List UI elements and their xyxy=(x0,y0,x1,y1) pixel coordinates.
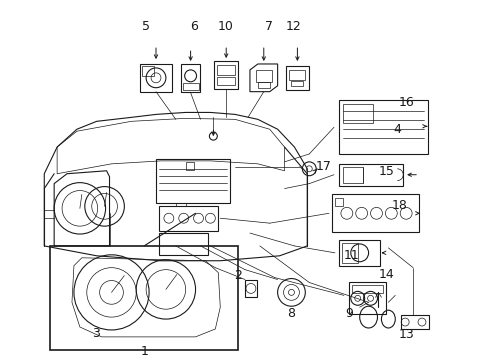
Bar xyxy=(185,162,193,170)
Bar xyxy=(214,61,238,89)
Bar xyxy=(156,159,230,203)
Bar xyxy=(244,279,256,297)
Text: 16: 16 xyxy=(397,96,413,109)
Bar xyxy=(217,65,235,75)
Bar xyxy=(159,206,218,231)
Bar xyxy=(400,315,428,329)
Bar xyxy=(341,243,357,263)
Text: 9: 9 xyxy=(344,307,352,320)
Bar xyxy=(338,100,427,154)
Text: 8: 8 xyxy=(287,307,295,320)
Text: 14: 14 xyxy=(378,268,393,281)
Text: 18: 18 xyxy=(390,199,407,212)
Text: 5: 5 xyxy=(142,20,150,33)
Bar xyxy=(348,283,386,314)
Text: 11: 11 xyxy=(343,249,359,262)
Text: 10: 10 xyxy=(217,20,233,33)
Bar xyxy=(140,64,171,92)
Bar xyxy=(338,164,403,186)
Text: 13: 13 xyxy=(397,328,413,341)
Text: 17: 17 xyxy=(315,160,330,173)
Text: 2: 2 xyxy=(234,269,242,282)
Bar xyxy=(351,285,383,293)
Bar xyxy=(142,66,154,76)
Bar xyxy=(334,198,342,206)
Bar xyxy=(291,81,303,86)
Bar xyxy=(159,233,208,255)
Bar xyxy=(183,83,198,90)
Bar xyxy=(342,104,372,123)
Text: 15: 15 xyxy=(378,165,393,178)
Text: 1: 1 xyxy=(140,345,148,358)
Bar xyxy=(257,82,269,88)
Text: 4: 4 xyxy=(392,123,400,136)
Bar xyxy=(331,194,418,232)
Bar xyxy=(217,77,235,85)
Text: 12: 12 xyxy=(285,20,301,33)
Bar xyxy=(50,246,238,350)
Bar xyxy=(342,167,362,183)
Bar xyxy=(285,66,308,90)
Text: 3: 3 xyxy=(92,327,100,341)
Text: 6: 6 xyxy=(189,20,197,33)
Text: 7: 7 xyxy=(264,20,272,33)
Bar xyxy=(338,240,380,266)
Bar xyxy=(289,70,305,80)
Bar xyxy=(181,64,200,92)
Bar xyxy=(255,70,271,82)
